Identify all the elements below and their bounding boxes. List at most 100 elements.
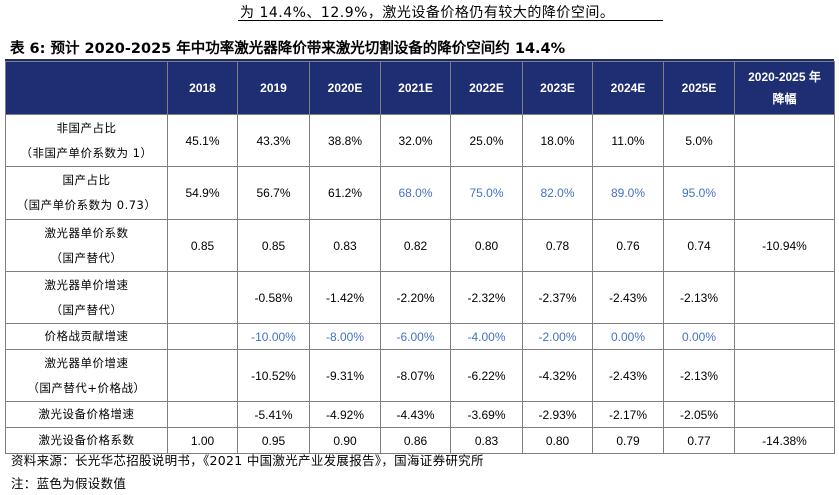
table-cell: 0.00% [663, 323, 735, 350]
table-cell: 0.86 [380, 427, 451, 454]
table-row: 激光器单价增速 （国产替代） -0.58% -1.42% -2.20% -2.32% -2.… [5, 271, 835, 324]
header-2019: 2019 [237, 61, 310, 115]
table-cell: 0.80 [450, 219, 523, 272]
table-row: 激光器单价系数 （国产替代） 0.85 0.85 0.83 0.82 0.80 0.78 0.7… [5, 219, 835, 272]
row-label-line: （国产替代） [50, 302, 123, 317]
table-cell [734, 166, 835, 220]
row-label: 非国产占比 （非国产单价系数为 1） [5, 114, 168, 167]
table-row: 国产占比 （国产单价系数为 0.73） 54.9% 56.7% 61.2% 68.0% 75… [5, 166, 835, 220]
table-cell: -0.58% [237, 271, 310, 324]
table-cell: -10.52% [237, 349, 310, 402]
caption-rule [5, 59, 834, 61]
table-cell: 82.0% [522, 166, 593, 220]
row-label: 激光设备价格系数 [5, 427, 168, 454]
table-cell: -2.17% [592, 401, 664, 428]
row-label: 激光设备价格增速 [5, 401, 168, 428]
table-cell [167, 401, 238, 428]
preceding-text-line: 为 14.4%、12.9%，激光设备价格仍有较大的降价空间。 [0, 0, 839, 22]
table-row: 非国产占比 （非国产单价系数为 1） 45.1% 43.3% 38.8% 32.0% 25.… [5, 114, 835, 167]
table-cell: -2.37% [522, 271, 593, 324]
table-body: 非国产占比 （非国产单价系数为 1） 45.1% 43.3% 38.8% 32.0% 25.… [5, 114, 835, 454]
preceding-text-underline [238, 20, 663, 21]
table-cell: 0.83 [309, 219, 381, 272]
table-cell: 0.85 [167, 219, 238, 272]
table-header-row: 2018 2019 2020E 2021E 2022E 2023E 2024E … [5, 61, 835, 115]
table-cell [167, 271, 238, 324]
source-note: 资料来源：长光华芯招股说明书，《2021 中国激光产业发展报告》，国海证券研究所 [11, 453, 484, 468]
table-cell: -4.92% [309, 401, 381, 428]
header-2021e: 2021E [380, 61, 451, 115]
table-cell [734, 401, 835, 428]
table-cell: 43.3% [237, 114, 310, 167]
table-cell: 68.0% [380, 166, 451, 220]
table-cell: 0.83 [450, 427, 523, 454]
header-empty [5, 61, 168, 115]
row-label-line: （国产替代+价格战） [27, 380, 146, 395]
table-cell: 5.0% [663, 114, 735, 167]
row-label: 激光器单价增速 （国产替代+价格战） [5, 349, 168, 402]
table-cell: 0.79 [592, 427, 664, 454]
table-cell: -2.93% [522, 401, 593, 428]
table-cell: 95.0% [663, 166, 735, 220]
table-cell: -4.00% [450, 323, 523, 350]
table-cell: -2.32% [450, 271, 523, 324]
table-cell: -4.32% [522, 349, 593, 402]
table-cell: -2.43% [592, 271, 664, 324]
table-cell: 25.0% [450, 114, 523, 167]
table-cell [167, 349, 238, 402]
table-cell: -2.43% [592, 349, 664, 402]
table-cell: 56.7% [237, 166, 310, 220]
row-label: 激光器单价增速 （国产替代） [5, 271, 168, 324]
header-decline: 2020-2025 年 降幅 [734, 61, 835, 115]
table-row: 激光设备价格增速 -5.41% -4.92% -4.43% -3.69% -2.93% -2… [5, 401, 835, 428]
table-cell [734, 271, 835, 324]
table-cell: -2.13% [663, 271, 735, 324]
table-cell: 0.78 [522, 219, 593, 272]
table-cell: 54.9% [167, 166, 238, 220]
table-cell: -5.41% [237, 401, 310, 428]
header-decline-line2: 降幅 [772, 92, 797, 106]
table-caption: 表 6: 预计 2020-2025 年中功率激光器降价带来激光切割设备的降价空间… [10, 41, 566, 57]
table-cell: 0.95 [237, 427, 310, 454]
table-cell: -8.07% [380, 349, 451, 402]
table-cell: -8.00% [309, 323, 381, 350]
table-cell [167, 323, 238, 350]
table-cell: -6.00% [380, 323, 451, 350]
row-label: 价格战贡献增速 [5, 323, 168, 350]
row-label-line: 价格战贡献增速 [44, 329, 129, 343]
table-cell: -3.69% [450, 401, 523, 428]
table-cell: -10.00% [237, 323, 310, 350]
table-cell: 45.1% [167, 114, 238, 167]
table-cell: 61.2% [309, 166, 381, 220]
table-cell: 0.76 [592, 219, 664, 272]
table-cell: 89.0% [592, 166, 664, 220]
table-cell: 0.74 [663, 219, 735, 272]
table-cell: 0.90 [309, 427, 381, 454]
row-label-line: 非国产占比 [56, 120, 117, 135]
table-cell: 32.0% [380, 114, 451, 167]
row-label-line: （国产替代） [50, 250, 123, 265]
row-label-line: （国产单价系数为 0.73） [16, 198, 157, 212]
table-cell: 11.0% [592, 114, 664, 167]
table-cell [734, 349, 835, 402]
header-2022e: 2022E [450, 61, 523, 115]
table-cell: 0.82 [380, 219, 451, 272]
table-cell: 1.00 [167, 427, 238, 454]
table-cell: -2.20% [380, 271, 451, 324]
table-cell: -9.31% [309, 349, 381, 402]
row-label-line: 激光器单价系数 [44, 225, 129, 240]
table-row: 激光器单价增速 （国产替代+价格战） -10.52% -9.31% -8.07% -6.2… [5, 349, 835, 402]
row-label-line: 激光器单价增速 [44, 355, 129, 370]
table-cell: -2.00% [522, 323, 593, 350]
table-row: 价格战贡献增速 -10.00% -8.00% -6.00% -4.00% -2.00% 0.… [5, 323, 835, 350]
header-2018: 2018 [167, 61, 238, 115]
row-label-line: 激光设备价格增速 [38, 407, 135, 421]
table-cell: -4.43% [380, 401, 451, 428]
header-2024e: 2024E [592, 61, 664, 115]
table-row: 激光设备价格系数 1.00 0.95 0.90 0.86 0.83 0.80 0.79 0.77… [5, 427, 835, 454]
table-cell: 0.80 [522, 427, 593, 454]
table-cell: -2.05% [663, 401, 735, 428]
row-label: 激光器单价系数 （国产替代） [5, 219, 168, 272]
table-cell: 0.77 [663, 427, 735, 454]
row-label-line: 激光设备价格系数 [38, 433, 135, 447]
